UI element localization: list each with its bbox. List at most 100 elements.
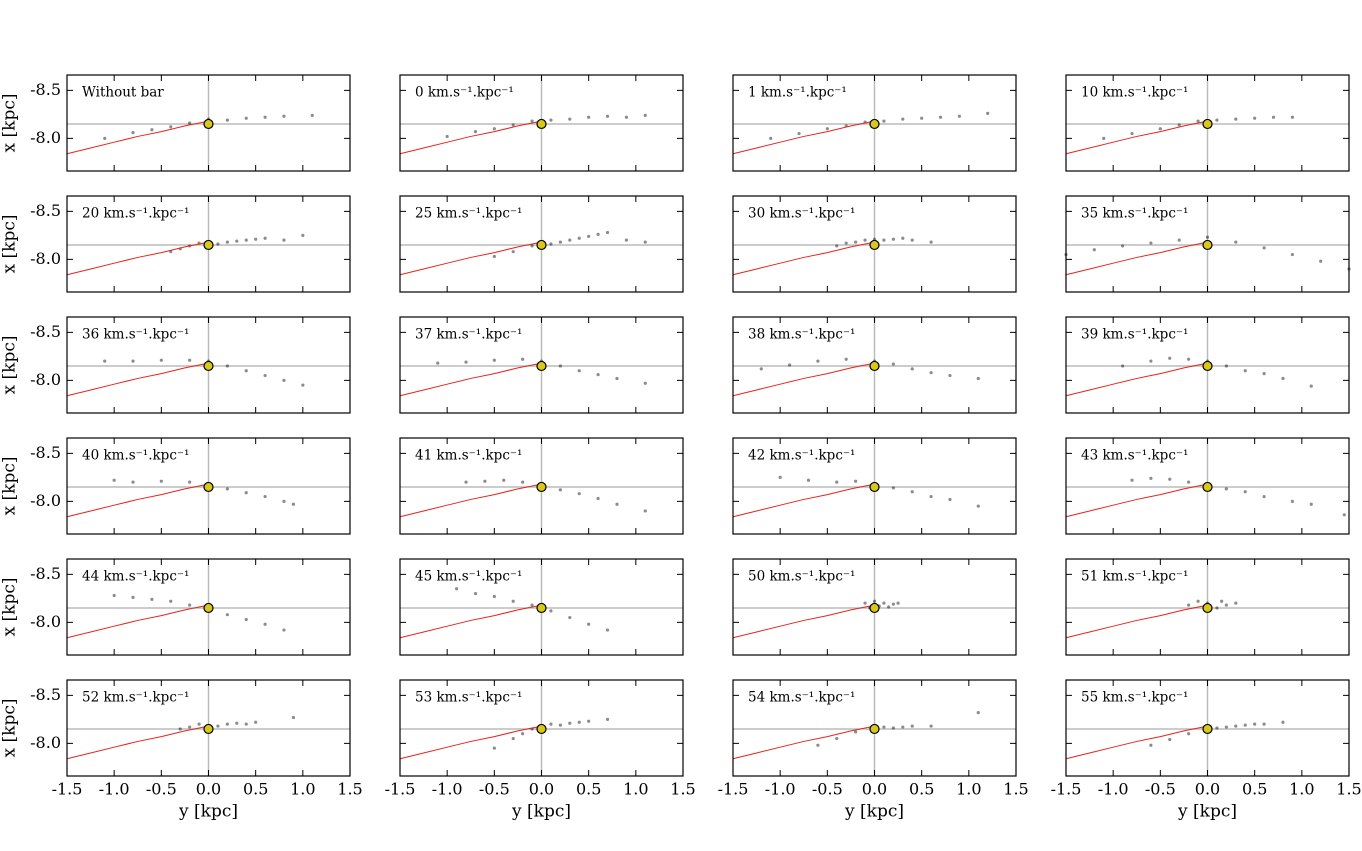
star-point [530, 603, 534, 607]
star-point [244, 617, 248, 622]
x-tick-label: 1.0 [956, 780, 981, 799]
star-point [131, 131, 135, 135]
panel-label: 45 km.s⁻¹.kpc⁻¹ [415, 569, 522, 585]
star-point [178, 727, 182, 731]
x-axis-label: y [kpc] [1177, 802, 1237, 822]
star-point [216, 724, 220, 728]
star-point [301, 383, 305, 387]
orbit-curve [732, 362, 875, 397]
star-point [1168, 737, 1172, 742]
star-point [1102, 136, 1106, 140]
star-point [882, 725, 886, 729]
star-point [291, 715, 295, 720]
orbit-curve [1065, 483, 1208, 518]
star-point [957, 114, 962, 118]
star-point [577, 369, 581, 373]
orbit-curve [66, 362, 209, 397]
sun-marker [1202, 481, 1213, 493]
sun-marker [536, 481, 547, 493]
star-point [816, 743, 820, 747]
orbit-curve [399, 362, 542, 397]
star-point [1177, 123, 1181, 127]
star-point [254, 237, 258, 241]
panel-label: 50 km.s⁻¹.kpc⁻¹ [748, 569, 855, 585]
sun-marker [203, 118, 214, 130]
panel-label: 30 km.s⁻¹.kpc⁻¹ [748, 206, 855, 222]
star-point [854, 240, 858, 244]
star-point [887, 605, 891, 609]
star-point [863, 601, 867, 605]
star-point [244, 238, 248, 242]
star-point [605, 114, 610, 118]
star-point [159, 479, 163, 483]
star-point [835, 480, 839, 484]
star-point [282, 114, 286, 118]
star-point [577, 492, 581, 496]
star-point [882, 601, 886, 605]
star-point [282, 238, 286, 242]
orbit-curve [66, 120, 209, 155]
star-point [1271, 115, 1276, 119]
orbit-curve [1065, 725, 1208, 760]
orbit-curve [399, 241, 542, 276]
star-point [901, 236, 905, 240]
panel-label: 36 km.s⁻¹.kpc⁻¹ [82, 327, 189, 343]
star-point [910, 724, 914, 728]
star-point [558, 364, 562, 368]
y-tick-label: -8.0 [30, 612, 61, 631]
star-point [587, 719, 591, 723]
star-point [1234, 724, 1238, 728]
star-point [910, 238, 914, 242]
star-point [896, 601, 900, 605]
x-tick-label: -0.5 [1145, 780, 1176, 799]
star-point [1187, 480, 1191, 484]
star-point [1220, 599, 1224, 603]
star-point [216, 242, 220, 246]
star-point [511, 250, 515, 254]
y-axis-label: x [kpc] [0, 578, 20, 637]
star-point [197, 722, 201, 726]
star-point [643, 509, 647, 513]
star-point [835, 736, 839, 741]
star-point [1234, 240, 1238, 244]
star-point [844, 357, 848, 361]
x-tick-label: -1.5 [385, 780, 416, 799]
star-point [502, 478, 506, 482]
panel-label: 20 km.s⁻¹.kpc⁻¹ [82, 206, 189, 222]
star-point [986, 111, 990, 115]
orbit-curve [66, 604, 209, 639]
x-axis-label: y [kpc] [511, 802, 571, 822]
star-point [1187, 357, 1191, 361]
sun-marker [1202, 360, 1213, 372]
orbit-curve [66, 725, 209, 760]
star-point [1215, 606, 1219, 610]
star-point [1224, 603, 1228, 607]
star-point [225, 240, 229, 244]
y-axis-label: x [kpc] [0, 699, 20, 758]
star-point [929, 240, 933, 244]
panel-label: 37 km.s⁻¹.kpc⁻¹ [415, 327, 522, 343]
panel-label: 38 km.s⁻¹.kpc⁻¹ [748, 327, 855, 343]
star-point [263, 622, 267, 626]
star-point [1224, 364, 1228, 368]
star-point [1196, 599, 1200, 603]
star-point [568, 615, 572, 620]
star-point [596, 373, 600, 377]
sun-marker [869, 481, 880, 493]
star-point [624, 115, 629, 119]
sun-marker [869, 723, 880, 735]
star-point [169, 599, 173, 603]
star-point [1234, 601, 1238, 605]
star-point [1342, 513, 1346, 517]
panel-label: 44 km.s⁻¹.kpc⁻¹ [82, 569, 189, 585]
sun-marker [536, 723, 547, 735]
sun-marker [203, 723, 214, 735]
orbit-curve [399, 604, 542, 639]
panel: -1.5 -1.0 -0.5 0.0 0.5 1.0 1.5 -8.5 -8.0 52 km.s⁻… [0, 679, 363, 822]
panel-label: 41 km.s⁻¹.kpc⁻¹ [415, 448, 522, 464]
orbit-curve [732, 120, 875, 155]
star-point [854, 479, 858, 483]
x-tick-label: -1.5 [52, 780, 83, 799]
y-tick-label: -8.5 [30, 201, 61, 220]
